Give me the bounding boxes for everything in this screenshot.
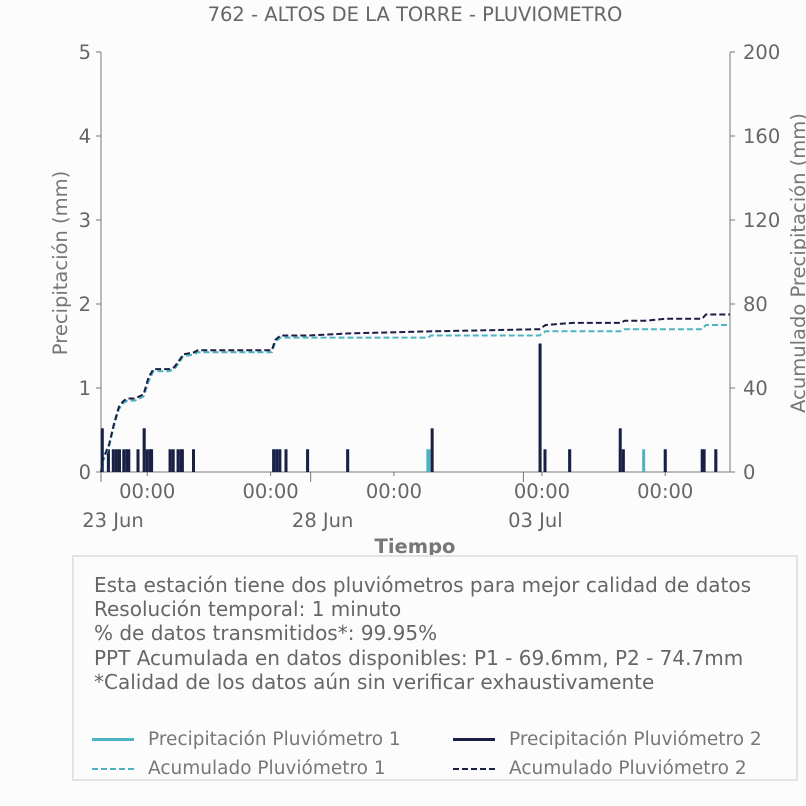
y2-axis-label: Acumulado Precipitación (mm) xyxy=(787,113,806,413)
legend-swatch-solid xyxy=(92,738,134,741)
x-date-label: 23 Jun xyxy=(82,509,143,532)
x-date-label: 03 Jul xyxy=(508,509,563,532)
y-tick-label: 1 xyxy=(79,377,91,400)
legend-label: Acumulado Pluviómetro 2 xyxy=(509,758,747,779)
info-panel: Esta estación tiene dos pluviómetros par… xyxy=(72,555,798,781)
legend-item-acc2: Acumulado Pluviómetro 2 xyxy=(453,758,747,779)
x-tick-label: 00:00 xyxy=(514,480,570,503)
y2-tick-label: 80 xyxy=(743,293,768,316)
y-tick-label: 5 xyxy=(79,41,91,64)
y2-tick-label: 40 xyxy=(743,377,768,400)
info-text: Esta estación tiene dos pluviómetros par… xyxy=(94,573,751,694)
y-tick-label: 2 xyxy=(79,293,91,316)
info-line: % de datos transmitidos*: 99.95% xyxy=(94,621,438,646)
x-date-label: 28 Jun xyxy=(292,509,353,532)
legend-label: Acumulado Pluviómetro 1 xyxy=(148,758,386,779)
chart-title: 762 - ALTOS DE LA TORRE - PLUVIOMETRO xyxy=(208,3,623,26)
x-tick-label: 00:00 xyxy=(637,480,693,503)
cumulative-line xyxy=(100,324,730,473)
legend-item-p2: Precipitación Pluviómetro 2 xyxy=(453,729,762,750)
plot-area: 0 1 2 3 4 5 0 40 80 120 160 200 00:00 00:00 00:00 00:00… xyxy=(79,41,781,532)
info-line: Esta estación tiene dos pluviómetros par… xyxy=(94,573,752,597)
x-axis-label: Tiempo xyxy=(375,535,456,558)
legend-label: Precipitación Pluviómetro 1 xyxy=(148,729,401,750)
y-axis-label: Precipitación (mm) xyxy=(49,171,72,355)
info-line: *Calidad de los datos aún sin verificar … xyxy=(94,669,655,694)
legend-item-acc1: Acumulado Pluviómetro 1 xyxy=(92,758,386,779)
info-line: PPT Acumulada en datos disponibles: P1 -… xyxy=(94,645,744,670)
y-tick-label: 0 xyxy=(79,461,91,484)
info-line: Resolución temporal: 1 minuto xyxy=(94,597,402,622)
legend-swatch-dashed xyxy=(453,767,495,770)
y-tick-label: 4 xyxy=(79,125,91,148)
x-tick-label: 00:00 xyxy=(119,480,175,503)
y2-tick-label: 120 xyxy=(743,209,780,232)
legend-swatch-solid xyxy=(453,738,495,741)
y2-tick-label: 200 xyxy=(743,41,780,64)
x-tick-label: 00:00 xyxy=(242,480,298,503)
legend-swatch-dashed xyxy=(92,767,134,770)
y-tick-label: 3 xyxy=(79,209,91,232)
precipitation-chart: 762 - ALTOS DE LA TORRE - PLUVIOMETRO Pr… xyxy=(49,3,806,558)
x-tick-label: 00:00 xyxy=(366,480,422,503)
legend-label: Precipitación Pluviómetro 2 xyxy=(509,729,762,750)
legend-item-p1: Precipitación Pluviómetro 1 xyxy=(92,729,401,750)
y2-tick-label: 160 xyxy=(743,125,780,148)
y2-tick-label: 0 xyxy=(743,461,755,484)
